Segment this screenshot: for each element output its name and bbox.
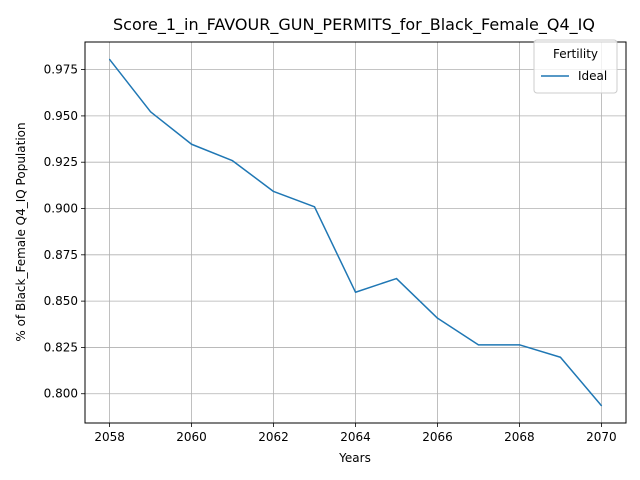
data-point	[559, 356, 562, 358]
y-tick-label: 0.875	[44, 248, 78, 262]
legend: Fertility Ideal	[533, 39, 618, 94]
x-tick-label: 2066	[422, 430, 453, 444]
y-tick-label: 0.900	[44, 202, 78, 216]
y-tick-label: 0.925	[44, 155, 78, 169]
x-tick-label: 2070	[586, 430, 617, 444]
data-point	[190, 143, 193, 145]
data-point	[313, 206, 316, 208]
data-point	[149, 111, 152, 113]
x-tick-label: 2058	[94, 430, 125, 444]
y-tick-label: 0.850	[44, 294, 78, 308]
data-point	[231, 160, 234, 162]
y-tick-label: 0.825	[44, 340, 78, 354]
legend-title: Fertility	[553, 47, 598, 61]
legend-label-ideal: Ideal	[578, 69, 607, 83]
data-point	[518, 344, 521, 346]
grid	[85, 42, 626, 423]
chart-title: Score_1_in_FAVOUR_GUN_PERMITS_for_Black_…	[113, 15, 595, 35]
y-tick-label: 0.975	[44, 63, 78, 77]
x-tick-label: 2068	[504, 430, 535, 444]
series-layer	[108, 58, 603, 407]
y-ticks: 0.800 0.825 0.850 0.875 0.900 0.925 0.950 0.975	[44, 63, 85, 401]
y-tick-label: 0.950	[44, 109, 78, 123]
data-point	[395, 277, 398, 280]
data-point	[600, 404, 603, 407]
y-tick-label: 0.800	[44, 387, 78, 401]
data-point	[477, 344, 480, 346]
data-point	[436, 317, 439, 319]
y-axis-label: % of Black_Female Q4_IQ Population	[14, 122, 28, 341]
legend-box	[533, 39, 618, 94]
data-point	[272, 190, 275, 193]
x-tick-label: 2060	[176, 430, 207, 444]
data-point	[108, 58, 111, 61]
x-tick-label: 2064	[340, 430, 371, 444]
x-axis-label: Years	[338, 451, 371, 465]
x-tick-label: 2062	[258, 430, 289, 444]
data-point	[354, 291, 357, 293]
x-ticks: 2058 2060 2062 2064 2066 2068 2070	[94, 423, 617, 444]
